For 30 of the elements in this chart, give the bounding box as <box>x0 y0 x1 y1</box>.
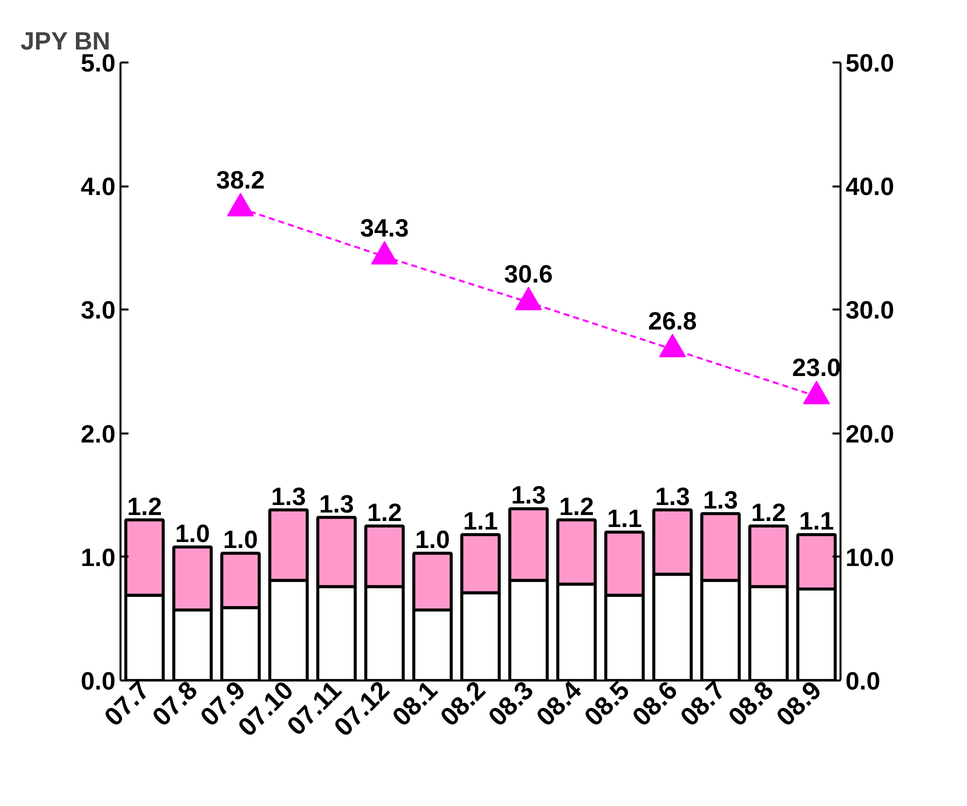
y2-tick-label: 40.0 <box>846 173 894 202</box>
total-label: 1.3 <box>655 482 690 511</box>
y2-tick-label: 50.0 <box>846 50 894 78</box>
data-label: 26.8 <box>648 307 697 336</box>
y2-tick-label: 20.0 <box>846 420 894 448</box>
y-tick-label: 1.0 <box>80 544 116 572</box>
data-label: 30.6 <box>504 260 553 288</box>
total-label: 1.2 <box>751 499 786 527</box>
total-label: 1.2 <box>367 499 402 527</box>
total-label: 1.3 <box>319 490 354 518</box>
total-label: 1.3 <box>703 486 738 515</box>
total-label: 1.0 <box>415 526 450 554</box>
total-label: 1.2 <box>127 492 162 521</box>
y2-tick-label: 30.0 <box>846 296 894 325</box>
y-tick-label: 3.0 <box>80 296 116 325</box>
y-tick-label: 2.0 <box>80 420 116 448</box>
y-tick-label: 4.0 <box>80 173 116 202</box>
total-label: 1.2 <box>559 492 594 521</box>
total-label: 1.1 <box>463 508 498 536</box>
total-label: 1.1 <box>799 508 834 536</box>
total-label: 1.3 <box>271 482 306 511</box>
total-label: 1.1 <box>607 505 642 534</box>
total-label: 1.0 <box>175 520 210 548</box>
y2-tick-label: 0.0 <box>846 668 880 696</box>
y2-tick-label: 10.0 <box>846 544 894 572</box>
data-label: 34.3 <box>360 214 409 243</box>
data-label: 38.2 <box>216 166 265 194</box>
data-label: 23.0 <box>792 354 841 382</box>
total-label: 1.3 <box>511 482 546 510</box>
total-label: 1.0 <box>223 526 258 554</box>
